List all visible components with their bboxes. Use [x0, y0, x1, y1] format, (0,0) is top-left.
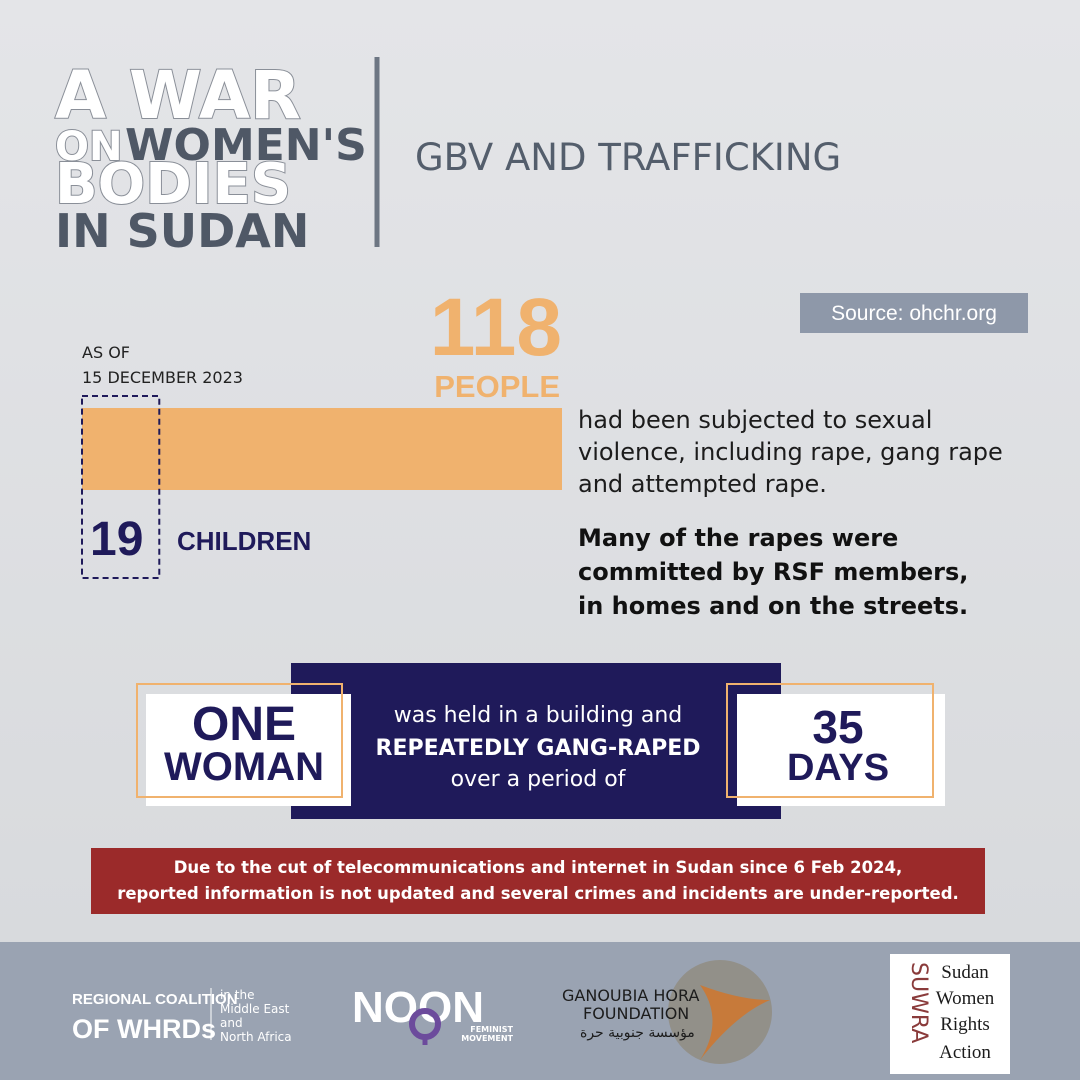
- notice-line: Due to the cut of telecommunications and…: [174, 858, 903, 877]
- logo-text: Women: [936, 988, 995, 1009]
- notice-line: reported information is not updated and …: [117, 884, 959, 903]
- logo-text: Middle East: [220, 1002, 290, 1016]
- logo-text: Action: [939, 1042, 991, 1063]
- description: had been subjected to sexual violence, i…: [578, 406, 1003, 498]
- case-box-border: [136, 683, 343, 798]
- title-line: WOMEN'S: [125, 120, 367, 171]
- description-line: violence, including rape, gang rape: [578, 438, 1003, 466]
- case-box-border: [726, 683, 934, 798]
- logo-box: [890, 954, 1010, 1074]
- logo-text: FOUNDATION: [583, 1004, 689, 1023]
- case-right: 35 DAYS: [787, 701, 889, 789]
- description-line: had been subjected to sexual: [578, 406, 932, 434]
- case-box: [737, 694, 945, 806]
- case-left: ONE WOMAN: [164, 698, 324, 789]
- people-label: PEOPLE: [434, 369, 560, 404]
- logo-text: Rights: [940, 1014, 990, 1035]
- logo-text: MOVEMENT: [461, 1034, 513, 1043]
- logo-text: in the: [220, 988, 254, 1002]
- noon-logo: NOON FEMINIST MOVEMENT: [352, 983, 514, 1045]
- case-middle: was held in a building and REPEATEDLY GA…: [376, 703, 701, 792]
- logo-bird: [700, 985, 770, 1060]
- logo-text: مؤسسة جنوبية حرة: [580, 1025, 695, 1041]
- case-middle-line: REPEATEDLY GANG-RAPED: [376, 736, 701, 761]
- bar-group: [81, 395, 562, 579]
- logo-text: North Africa: [220, 1030, 292, 1044]
- coalition-logo: REGIONAL COALITION OF WHRDs in the Middl…: [72, 988, 292, 1044]
- children-count: 19: [90, 513, 143, 566]
- days-count: 35: [812, 701, 863, 753]
- days-label: DAYS: [787, 747, 889, 789]
- emphasis-line: committed by RSF members,: [578, 558, 968, 586]
- logo-text: NOON: [352, 983, 484, 1032]
- title-line: ON: [55, 124, 122, 170]
- emphasis-line: in homes and on the streets.: [578, 592, 968, 620]
- logo-text: OF WHRDs: [72, 1014, 216, 1044]
- case-middle-line: over a period of: [451, 767, 627, 792]
- description-line: and attempted rape.: [578, 470, 827, 498]
- emphasis-line: Many of the rapes were: [578, 524, 898, 552]
- logo-text: SUWRA: [906, 962, 931, 1043]
- suwra-logo: SUWRA Sudan Women Rights Action: [890, 954, 1010, 1074]
- logo-text: FEMINIST: [470, 1025, 513, 1034]
- title-line: A WAR: [55, 57, 301, 134]
- case-left-line: WOMAN: [164, 745, 324, 789]
- emphasis: Many of the rapes were committed by RSF …: [578, 524, 968, 620]
- notice-box: [91, 848, 985, 914]
- logo-text: GANOUBIA HORA: [562, 986, 699, 1005]
- ganoubia-logo: GANOUBIA HORA FOUNDATION مؤسسة جنوبية حر…: [562, 960, 772, 1064]
- notice: Due to the cut of telecommunications and…: [117, 858, 959, 903]
- date-line: 15 DECEMBER 2023: [82, 368, 243, 387]
- subtitle: GBV AND TRAFFICKING: [415, 136, 841, 179]
- source-box: [800, 293, 1028, 333]
- case-panel: [291, 663, 781, 819]
- title: A WAR ON WOMEN'S BODIES IN SUDAN: [54, 56, 367, 258]
- case-middle-line: was held in a building and: [394, 703, 683, 728]
- logo-text: and: [220, 1016, 243, 1030]
- logo-text: Sudan: [941, 962, 989, 983]
- title-line: IN SUDAN: [55, 204, 309, 258]
- logo-words: Sudan Women Rights Action: [936, 962, 995, 1063]
- people-bar: [82, 408, 562, 490]
- case-box: [146, 694, 351, 806]
- date-line: AS OF: [82, 343, 130, 362]
- case-left-line: ONE: [192, 698, 296, 751]
- people-count: 118: [430, 282, 562, 373]
- children-label: CHILDREN: [177, 526, 311, 556]
- source: Source: ohchr.org: [831, 302, 997, 325]
- title-line: BODIES: [55, 152, 291, 217]
- logo-text: REGIONAL COALITION: [72, 991, 238, 1008]
